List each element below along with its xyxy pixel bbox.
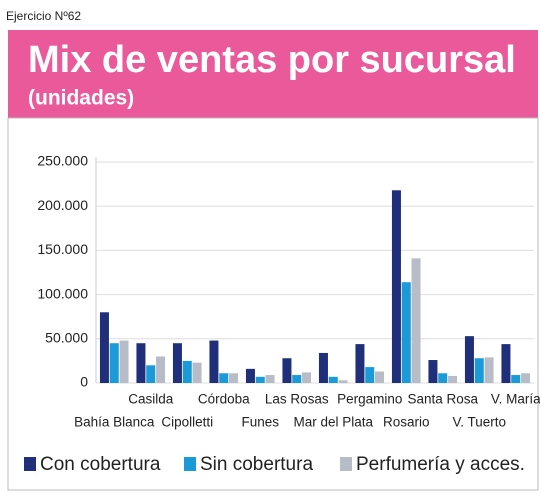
bar	[156, 356, 166, 383]
bar	[438, 373, 448, 383]
x-tick-label: Funes	[241, 415, 279, 430]
bar	[365, 367, 375, 383]
bar	[265, 375, 275, 383]
bar	[375, 371, 385, 383]
y-tick-label: 200.000	[37, 197, 88, 213]
bar	[484, 357, 494, 383]
legend-swatch	[184, 457, 196, 471]
x-tick-label: Santa Rosa	[407, 392, 478, 407]
x-tick-label: Cipolletti	[161, 415, 213, 430]
chart-frame	[7, 117, 539, 491]
bar	[428, 360, 438, 383]
bar	[338, 380, 348, 383]
bar	[192, 362, 202, 383]
bar	[219, 373, 229, 383]
bar	[521, 373, 531, 383]
legend-label: Perfumería y acces.	[356, 454, 525, 475]
x-tick-label: Bahía Blanca	[74, 415, 155, 430]
bar	[99, 312, 109, 383]
x-tick-label: Casilda	[128, 392, 174, 407]
header-band	[8, 30, 538, 118]
legend-swatch	[340, 457, 352, 471]
bar	[282, 358, 292, 383]
bar	[511, 375, 521, 383]
x-tick-label: Las Rosas	[265, 392, 329, 407]
x-tick-label: Rosario	[383, 415, 430, 430]
x-tick-label: Mar del Plata	[293, 415, 373, 430]
chart-subtitle: (unidades)	[28, 87, 134, 110]
x-tick-label: Córdoba	[198, 392, 250, 407]
y-tick-label: 150.000	[37, 241, 88, 257]
bar	[172, 343, 182, 383]
bar	[229, 373, 239, 383]
y-tick-label: 250.000	[37, 153, 88, 169]
bar	[318, 352, 328, 383]
bar	[391, 190, 401, 383]
x-tick-label: Pergamino	[337, 392, 402, 407]
bar	[109, 343, 119, 383]
bar	[292, 375, 302, 383]
bar	[136, 343, 146, 383]
bar	[119, 340, 129, 383]
bar	[209, 340, 219, 383]
legend-label: Con cobertura	[40, 454, 161, 475]
bar	[474, 358, 484, 383]
y-tick-label: 0	[80, 374, 88, 390]
y-tick-label: 100.000	[37, 285, 88, 301]
legend-label: Sin cobertura	[200, 454, 313, 475]
bar	[255, 376, 265, 383]
bar	[182, 360, 192, 383]
bar	[464, 336, 474, 383]
bar	[448, 375, 458, 383]
bar	[146, 365, 156, 383]
bar	[328, 376, 338, 383]
legend-swatch	[24, 457, 36, 471]
chart-title: Mix de ventas por sucursal	[28, 39, 516, 81]
bar	[411, 258, 421, 383]
y-tick-label: 50.000	[45, 330, 88, 346]
bar	[355, 344, 365, 383]
x-tick-label: V. María	[491, 392, 540, 407]
exercise-label: Ejercicio Nº62	[6, 9, 81, 23]
bar	[401, 282, 411, 383]
bar	[302, 372, 312, 383]
bar	[245, 368, 255, 383]
bar	[501, 344, 511, 383]
x-tick-label: V. Tuerto	[452, 415, 506, 430]
